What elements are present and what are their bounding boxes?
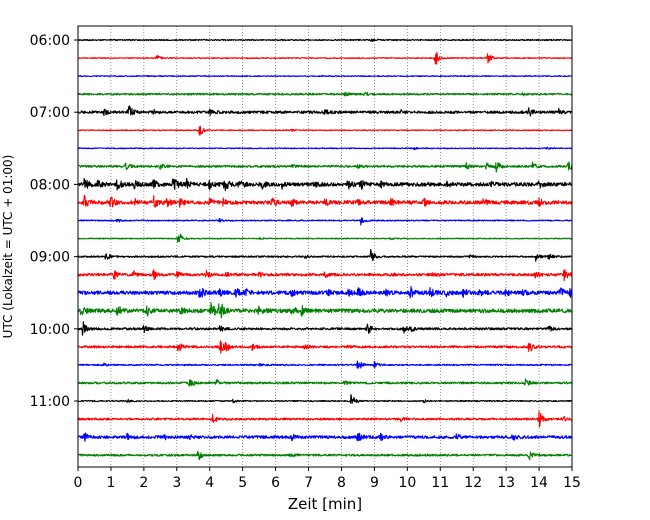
seismogram-trace: [77, 378, 573, 387]
seismogram-trace: [77, 91, 573, 97]
x-tick-label: 10: [398, 475, 416, 491]
x-tick-label: 9: [370, 475, 379, 491]
seismogram-trace: [77, 125, 573, 136]
x-tick-label: 3: [172, 475, 181, 491]
x-tick-label: 15: [563, 475, 581, 491]
seismogram-trace: [77, 177, 573, 192]
x-tick-label: 13: [497, 475, 515, 491]
seismogram-trace: [77, 394, 573, 405]
x-tick-label: 6: [271, 475, 280, 491]
seismogram-trace: [77, 217, 573, 226]
seismogram-trace: [77, 302, 573, 319]
seismogram-trace: [77, 285, 573, 299]
x-tick-label: 12: [464, 475, 482, 491]
x-tick-label: 4: [205, 475, 214, 491]
y-tick-label: 08:00: [30, 177, 70, 193]
seismogram-trace: [77, 321, 573, 336]
seismogram-trace: [77, 450, 573, 461]
y-tick-label: 10:00: [30, 322, 70, 338]
y-axis-label: UTC (Lokalzeit = UTC + 01:00): [1, 155, 15, 339]
x-tick-label: 1: [106, 475, 115, 491]
seismogram-trace: [77, 51, 573, 65]
y-tick-label: 09:00: [30, 250, 70, 266]
seismogram-trace: [77, 432, 573, 442]
x-tick-label: 7: [304, 475, 313, 491]
x-axis-label: Zeit [min]: [288, 495, 362, 513]
seismogram-trace: [77, 105, 573, 117]
x-tick-label: 11: [431, 475, 449, 491]
seismogram-trace: [77, 194, 573, 208]
seismogram-trace: [77, 410, 573, 428]
seismogram-trace: [77, 269, 573, 282]
plot-area-frame: [77, 25, 573, 468]
seismogram-trace: [77, 38, 573, 42]
seismogram-trace: [77, 75, 573, 78]
x-tick-label: 8: [337, 475, 346, 491]
y-tick-label: 11:00: [30, 394, 70, 410]
seismogram-trace: [77, 161, 573, 173]
seismogram-traces: [77, 38, 573, 461]
seismogram-trace: [77, 248, 573, 262]
x-tick-label: 0: [74, 475, 83, 491]
y-tick-label: 06:00: [30, 33, 70, 49]
seismogram-trace: [77, 360, 573, 369]
y-axis-ticks: 06:00 07:00 08:00 09:00 10:00 11:00: [30, 33, 78, 410]
seismogram-trace: [77, 146, 573, 151]
seismogram-trace: [77, 340, 573, 354]
x-tick-label: 2: [139, 475, 148, 491]
x-tick-label: 5: [238, 475, 247, 491]
seismogram-trace: [77, 233, 573, 243]
y-tick-label: 07:00: [30, 105, 70, 121]
x-axis-ticks: 0 1 2 3 4 5 6 7 8 9 10 11 12 13 14 15: [74, 467, 581, 491]
x-tick-label: 14: [530, 475, 548, 491]
